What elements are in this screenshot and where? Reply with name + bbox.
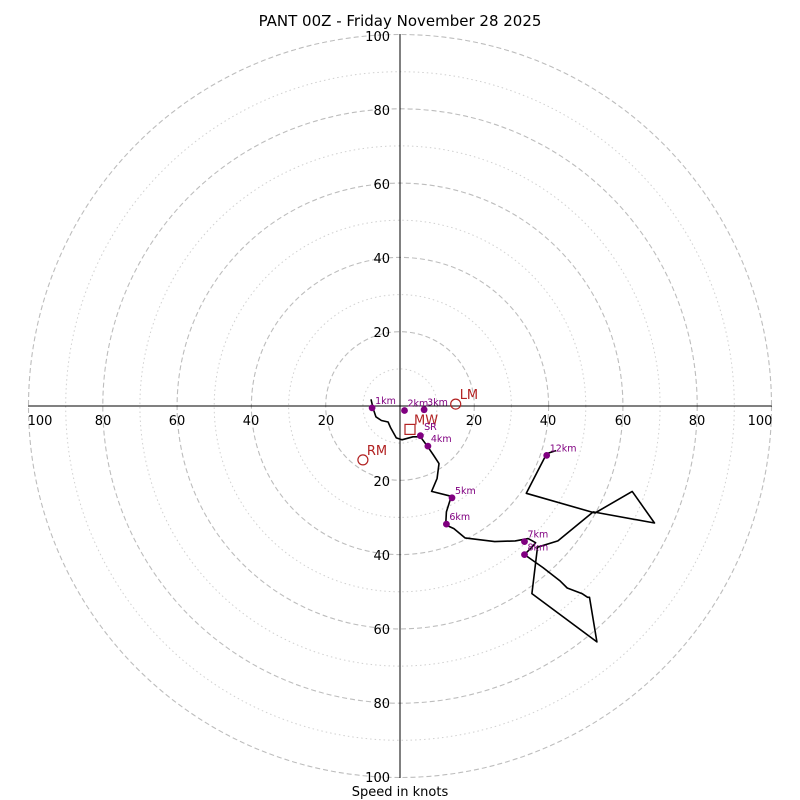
- height-marker-point: [368, 404, 376, 412]
- tick-label: 60: [615, 414, 632, 429]
- tick-label: 80: [373, 104, 390, 119]
- height-marker-label: 8km: [528, 543, 549, 554]
- tick-label: 20: [373, 326, 390, 341]
- height-marker-point: [521, 551, 528, 558]
- tick-label: 40: [373, 549, 390, 564]
- tick-label: 100: [365, 30, 390, 45]
- tick-label: 40: [243, 414, 260, 429]
- tick-label: 100: [748, 414, 773, 429]
- sr-label: SR: [424, 422, 437, 433]
- height-marker-point: [420, 406, 428, 414]
- storm-motion-marker: [450, 398, 462, 410]
- tick-label: 40: [373, 252, 390, 267]
- tick-label: 80: [689, 414, 706, 429]
- tick-label: 20: [466, 414, 483, 429]
- tick-labels: 100 80 60 40 20 20 40 60 80 100 100 80 6…: [28, 30, 773, 786]
- height-marker-label: 3km: [427, 398, 448, 409]
- tick-label: 60: [373, 623, 390, 638]
- tick-label: 60: [373, 178, 390, 193]
- tick-label: 80: [95, 414, 112, 429]
- height-marker-point: [443, 520, 450, 528]
- height-marker-label: 4km: [431, 434, 452, 445]
- x-axis-label: Speed in knots: [352, 785, 449, 800]
- tick-label: 100: [365, 771, 390, 786]
- chart-title: PANT 00Z - Friday November 28 2025: [259, 12, 542, 30]
- mean-wind-marker: [404, 423, 416, 435]
- height-marker-point: [543, 452, 551, 459]
- height-marker-point: [448, 494, 456, 502]
- hodograph-trace: [370, 399, 656, 643]
- height-marker-label: 7km: [528, 530, 549, 541]
- tick-label: 60: [169, 414, 186, 429]
- height-marker-point: [424, 442, 432, 450]
- tick-label: 20: [373, 475, 390, 490]
- height-marker-label: 1km: [375, 396, 396, 407]
- height-marker-label: 5km: [455, 486, 476, 497]
- tick-label: 20: [318, 414, 335, 429]
- height-marker-label: 2km: [408, 399, 429, 410]
- storm-motion-label: MW: [414, 413, 438, 428]
- tick-label: 80: [373, 697, 390, 712]
- tick-label: 40: [540, 414, 557, 429]
- storm-motion-label: RM: [367, 444, 387, 459]
- tick-label: 100: [28, 414, 53, 429]
- height-marker-point: [521, 538, 528, 545]
- axes: [28, 34, 772, 778]
- storm-motion-label: LM: [460, 388, 478, 403]
- height-marker-point: [401, 407, 408, 414]
- height-marker-point: [417, 432, 424, 440]
- height-marker-label: 6km: [449, 512, 470, 523]
- height-marker-label: 12km: [550, 443, 577, 454]
- storm-motion-marker: [357, 454, 369, 466]
